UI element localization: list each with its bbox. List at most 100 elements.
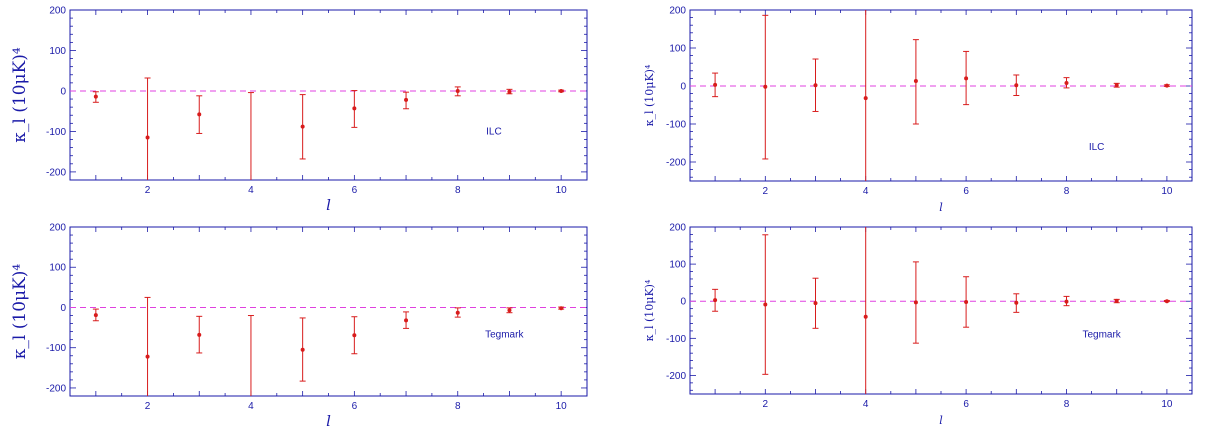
y-tick-label: 0 — [680, 297, 686, 308]
data-point-group — [912, 261, 919, 344]
chart-panel-top-left: 2 4 6 8 10 -200 -100 0 100 200 ILC l κ_l (10μK)⁴ — [10, 6, 588, 214]
data-point-group — [403, 91, 410, 110]
data-point — [763, 302, 768, 307]
data-point — [1014, 83, 1019, 88]
data-point-group — [812, 58, 819, 112]
x-tick-label: 8 — [1064, 399, 1070, 410]
data-point-group — [454, 307, 461, 318]
data-point — [763, 84, 768, 89]
data-point — [300, 124, 305, 129]
data-point-group — [863, 10, 868, 181]
data-point — [713, 82, 718, 87]
data-point — [1164, 299, 1169, 304]
data-point — [404, 318, 409, 323]
chart-panel-top-right: 2 4 6 8 10 -200 -100 0 100 200 ILC l κ_l (10μK)⁴ — [643, 6, 1193, 214]
x-axis-label: l — [939, 201, 943, 214]
y-tick-label: -200 — [46, 383, 66, 394]
data-point — [559, 306, 564, 311]
data-point-group — [351, 90, 358, 128]
y-tick-label: 100 — [669, 44, 686, 55]
data-point-group — [712, 288, 719, 312]
data-point — [145, 354, 150, 359]
data-point-group — [247, 315, 254, 396]
y-tick-label: -100 — [666, 334, 686, 345]
data-point-group — [1013, 74, 1020, 96]
data-point — [352, 333, 357, 338]
data-point — [1064, 299, 1069, 304]
x-tick-label: 6 — [352, 401, 358, 412]
y-tick-label: -200 — [666, 158, 686, 169]
data-point — [913, 79, 918, 84]
data-point — [455, 88, 460, 93]
y-tick-label: -100 — [666, 120, 686, 131]
data-point-group — [144, 77, 151, 180]
data-point — [455, 310, 460, 315]
x-tick-label: 2 — [145, 185, 151, 196]
data-point — [507, 89, 512, 94]
panel-annotation: Tegmark — [485, 330, 524, 341]
y-tick-label: 100 — [669, 260, 686, 271]
data-point-group — [196, 95, 203, 134]
data-point — [813, 301, 818, 306]
data-point-group — [863, 227, 868, 394]
data-point-group — [1113, 298, 1120, 304]
y-tick-label: -100 — [46, 343, 66, 354]
x-tick-label: 6 — [963, 186, 969, 197]
data-point — [964, 299, 969, 304]
data-point-group — [454, 86, 461, 97]
data-point-group — [247, 92, 254, 180]
data-point — [197, 332, 202, 337]
data-point-group — [299, 317, 306, 382]
data-point-group — [558, 306, 565, 311]
data-point — [93, 94, 98, 99]
x-axis-label: l — [939, 414, 943, 427]
y-tick-label: 0 — [60, 303, 66, 314]
data-point-group — [403, 311, 410, 329]
y-tick-label: -200 — [666, 371, 686, 382]
data-point-group — [92, 308, 99, 322]
x-tick-label: 8 — [1064, 186, 1070, 197]
x-tick-label: 6 — [963, 399, 969, 410]
y-axis-label: κ_l (10μK)⁴ — [643, 279, 656, 341]
y-tick-label: 200 — [49, 223, 66, 234]
data-point — [964, 76, 969, 81]
data-point-group — [812, 277, 819, 329]
data-point — [352, 106, 357, 111]
data-point-group — [712, 72, 719, 98]
data-point-group — [506, 307, 513, 314]
data-point — [404, 97, 409, 102]
y-axis-label: κ_l (10μK)⁴ — [10, 264, 30, 360]
data-point — [1114, 298, 1119, 303]
data-point — [507, 308, 512, 313]
data-point-group — [558, 88, 565, 93]
y-tick-label: 0 — [60, 86, 66, 97]
y-tick-label: 100 — [49, 263, 66, 274]
data-point — [145, 135, 150, 140]
data-point — [713, 298, 718, 303]
x-axis-label: l — [326, 412, 331, 430]
x-tick-label: 10 — [556, 185, 568, 196]
y-tick-label: 200 — [669, 6, 686, 17]
data-point — [559, 88, 564, 93]
data-point-group — [1113, 82, 1120, 88]
x-axis-label: l — [326, 196, 331, 214]
data-point-group — [1063, 77, 1070, 89]
x-tick-label: 4 — [248, 401, 254, 412]
y-tick-label: -200 — [46, 167, 66, 178]
data-point-group — [351, 316, 358, 355]
data-point-group — [1063, 295, 1070, 307]
x-tick-label: 8 — [455, 185, 461, 196]
y-axis-label: κ_l (10μK)⁴ — [643, 64, 656, 126]
data-point-group — [762, 14, 769, 160]
y-tick-label: 200 — [49, 6, 66, 17]
data-point — [300, 347, 305, 352]
chart-panel-bottom-right: 2 4 6 8 10 -200 -100 0 100 200 Tegmark l κ_l (10μK)⁴ — [643, 223, 1193, 427]
x-tick-label: 4 — [863, 399, 869, 410]
data-point — [1014, 300, 1019, 305]
y-tick-label: 0 — [680, 82, 686, 93]
data-point-group — [144, 296, 151, 396]
data-point-group — [1013, 293, 1020, 313]
data-point-group — [762, 234, 769, 375]
x-tick-label: 10 — [1161, 186, 1173, 197]
